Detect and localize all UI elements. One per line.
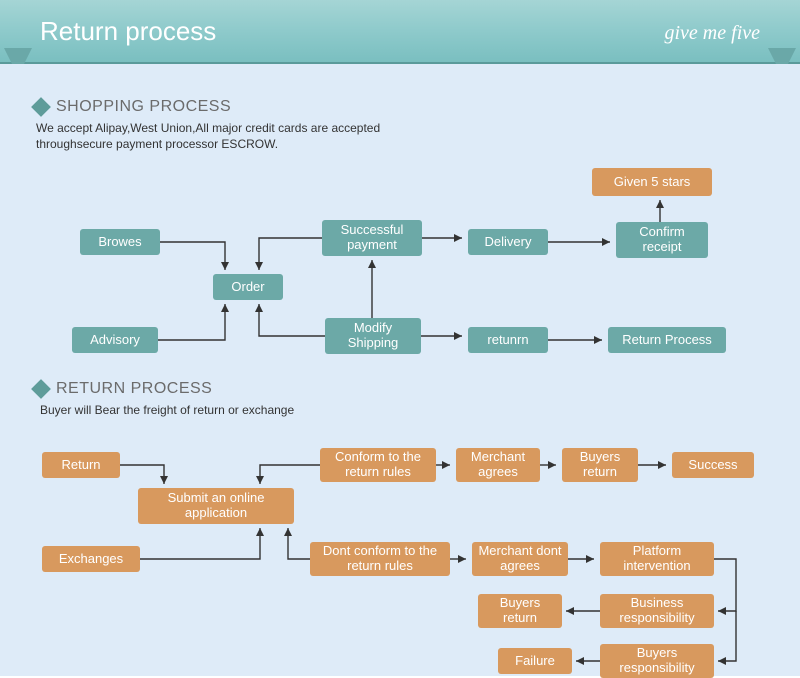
arrowhead-icon xyxy=(221,262,229,270)
node-buyret2: Buyers return xyxy=(478,594,562,628)
arrowhead-icon xyxy=(586,555,594,563)
diamond-bullet-icon xyxy=(31,379,51,399)
arrowhead-icon xyxy=(458,555,466,563)
node-magree: Merchant agrees xyxy=(456,448,540,482)
arrowhead-icon xyxy=(256,528,264,536)
arrowhead-icon xyxy=(160,476,168,484)
flow-edge xyxy=(160,242,225,270)
section-header-return: RETURN PROCESS xyxy=(34,380,212,398)
node-advisory: Advisory xyxy=(72,327,158,353)
flow-edge xyxy=(260,465,320,484)
flow-edge xyxy=(158,304,225,340)
section-subtitle-return: Buyer will Bear the freight of return or… xyxy=(40,402,294,418)
section-title-shopping: SHOPPING PROCESS xyxy=(56,98,231,116)
arrowhead-icon xyxy=(221,304,229,312)
node-buyresp: Buyers responsibility xyxy=(600,644,714,678)
node-retproc: Return Process xyxy=(608,327,726,353)
arrowhead-icon xyxy=(576,657,584,665)
node-dontconf: Dont conform to the return rules xyxy=(310,542,450,576)
section-title-return: RETURN PROCESS xyxy=(56,380,212,398)
flow-edge xyxy=(288,528,310,559)
arrowhead-icon xyxy=(454,332,462,340)
node-browes: Browes xyxy=(80,229,160,255)
diagram-canvas: SHOPPING PROCESS We accept Alipay,West U… xyxy=(0,64,800,676)
node-confirm: Confirm receipt xyxy=(616,222,708,258)
node-success: Success xyxy=(672,452,754,478)
node-buyret1: Buyers return xyxy=(562,448,638,482)
arrowhead-icon xyxy=(442,461,450,469)
arrowhead-icon xyxy=(718,607,726,615)
node-bizresp: Business responsibility xyxy=(600,594,714,628)
arrowhead-icon xyxy=(594,336,602,344)
arrowhead-icon xyxy=(658,461,666,469)
flow-edge xyxy=(259,304,325,336)
page-tagline: give me five xyxy=(665,22,761,45)
arrowhead-icon xyxy=(255,304,263,312)
diamond-bullet-icon xyxy=(31,97,51,117)
flow-edge xyxy=(140,528,260,559)
node-modship: Modify Shipping xyxy=(325,318,421,354)
node-return: Return xyxy=(42,452,120,478)
section-subtitle-shopping: We accept Alipay,West Union,All major cr… xyxy=(36,120,476,152)
arrowhead-icon xyxy=(566,607,574,615)
flow-edge xyxy=(714,559,736,611)
edges-layer xyxy=(0,64,800,676)
arrowhead-icon xyxy=(602,238,610,246)
node-platform: Platform intervention xyxy=(600,542,714,576)
arrowhead-icon xyxy=(454,234,462,242)
node-conform: Conform to the return rules xyxy=(320,448,436,482)
node-exchanges: Exchanges xyxy=(42,546,140,572)
node-given5: Given 5 stars xyxy=(592,168,712,196)
node-submit: Submit an online application xyxy=(138,488,294,524)
node-retunrn: retunrn xyxy=(468,327,548,353)
node-mdontagree: Merchant dont agrees xyxy=(472,542,568,576)
flow-edge xyxy=(259,238,322,270)
flow-edge xyxy=(120,465,164,484)
node-failure: Failure xyxy=(498,648,572,674)
arrowhead-icon xyxy=(548,461,556,469)
node-successpay: Successful payment xyxy=(322,220,422,256)
node-order: Order xyxy=(213,274,283,300)
arrowhead-icon xyxy=(368,260,376,268)
flow-edge xyxy=(718,611,736,661)
arrowhead-icon xyxy=(255,262,263,270)
page-header: Return process give me five xyxy=(0,0,800,64)
arrowhead-icon xyxy=(718,657,726,665)
arrowhead-icon xyxy=(656,200,664,208)
section-header-shopping: SHOPPING PROCESS xyxy=(34,98,231,116)
node-delivery: Delivery xyxy=(468,229,548,255)
arrowhead-icon xyxy=(256,476,264,484)
arrowhead-icon xyxy=(284,528,292,536)
page-title: Return process xyxy=(40,16,216,47)
